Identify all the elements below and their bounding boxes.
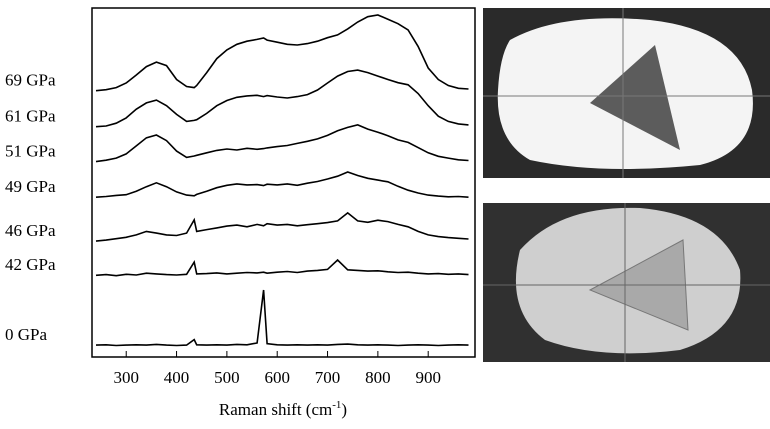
- series-label: 51 GPa: [5, 141, 56, 160]
- micrograph-bottom: [483, 203, 770, 362]
- spectrum: [95, 289, 469, 347]
- series-label: 42 GPa: [5, 255, 56, 274]
- series-label: 49 GPa: [5, 177, 56, 196]
- spectrum: [95, 69, 469, 128]
- x-tick-label: 900: [415, 368, 441, 387]
- series-label: 0 GPa: [5, 325, 47, 344]
- x-tick-label: 600: [264, 368, 290, 387]
- spectrum: [95, 211, 469, 242]
- plot-frame: [91, 7, 476, 358]
- spectrum: [95, 124, 469, 163]
- spectrum: [95, 258, 469, 277]
- x-tick-label: 800: [365, 368, 391, 387]
- x-tick-label: 300: [113, 368, 139, 387]
- x-tick-label: 500: [214, 368, 240, 387]
- series-label: 46 GPa: [5, 221, 56, 240]
- series-label: 69 GPa: [5, 71, 56, 90]
- x-tick-label: 700: [315, 368, 341, 387]
- x-label-text: Raman shift (cm: [219, 400, 332, 419]
- micrograph-top: [483, 8, 770, 178]
- spectrum: [95, 171, 469, 198]
- x-axis-label: Raman shift (cm-1): [219, 399, 347, 419]
- spectrum: [95, 14, 469, 92]
- x-label-sup: -1: [332, 399, 341, 411]
- x-label-end: ): [341, 400, 347, 419]
- series-label: 61 GPa: [5, 107, 56, 126]
- x-tick-label: 400: [164, 368, 190, 387]
